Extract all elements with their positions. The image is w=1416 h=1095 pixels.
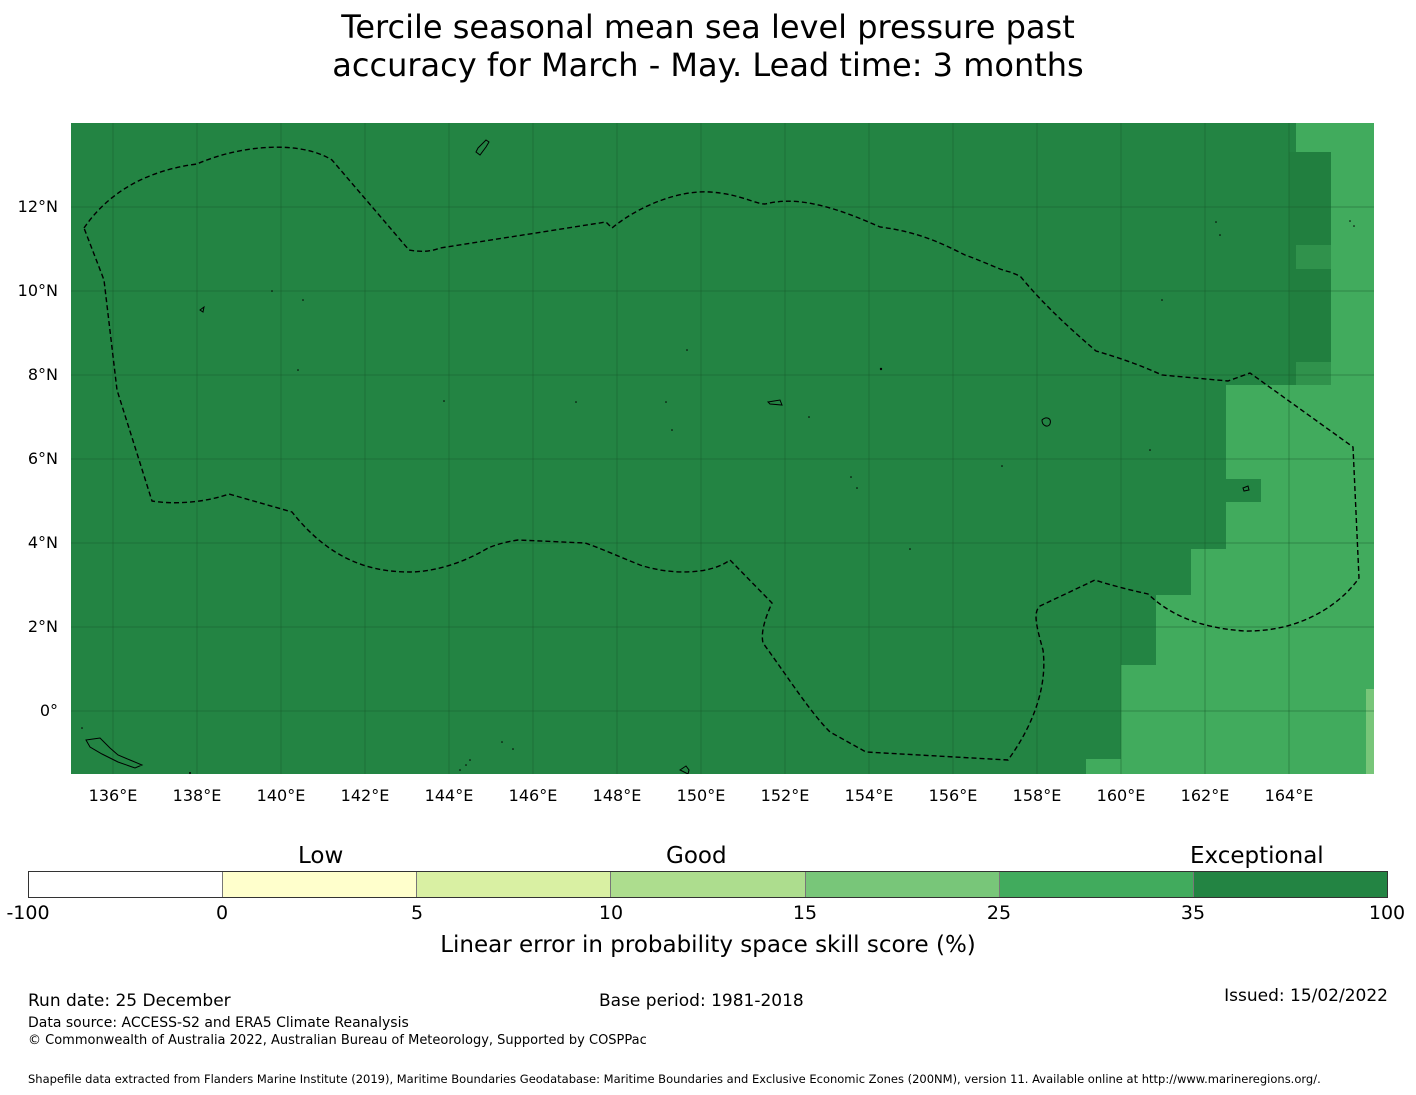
lat-labels: 12°N 10°N 8°N 6°N 4°N 2°N 0° <box>18 197 58 720</box>
islet <box>1161 299 1163 301</box>
islet <box>465 764 467 766</box>
colorbar-tick: 15 <box>792 902 818 924</box>
colorbar-tick: 100 <box>1368 902 1406 924</box>
lon-label: 152°E <box>761 786 810 805</box>
guam-island <box>475 139 490 156</box>
base-period: Base period: 1981-2018 <box>599 991 804 1011</box>
islet <box>271 290 273 292</box>
colorbar-tick: 10 <box>598 902 624 924</box>
colorbar <box>28 871 1388 898</box>
lon-label: 156°E <box>929 786 978 805</box>
lat-label: 12°N <box>18 197 58 216</box>
data-source: Data source: ACCESS-S2 and ERA5 Climate … <box>28 1015 409 1031</box>
islet <box>879 367 883 371</box>
lon-label: 150°E <box>677 786 726 805</box>
islet <box>81 727 83 729</box>
shapefile-credit: Shapefile data extracted from Flanders M… <box>28 1072 1321 1086</box>
lat-label: 6°N <box>28 449 58 468</box>
islet <box>297 369 299 371</box>
small-islets <box>81 220 1355 774</box>
legend-category-good: Good <box>666 843 727 869</box>
lon-label: 158°E <box>1013 786 1062 805</box>
colorbar-tick: 25 <box>986 902 1012 924</box>
good-skill-region <box>1366 689 1374 774</box>
eez-boundary <box>83 146 1360 761</box>
exceptional-skill-block <box>1289 152 1331 385</box>
chuuk-island <box>1041 417 1051 427</box>
lat-label: 4°N <box>28 533 58 552</box>
islet <box>909 548 911 550</box>
lat-label: 10°N <box>18 281 58 300</box>
islet <box>189 772 191 774</box>
lon-label: 148°E <box>593 786 642 805</box>
islet <box>850 476 852 478</box>
map-title-line-1: Tercile seasonal mean sea level pressure… <box>341 8 1075 46</box>
lon-label: 146°E <box>509 786 558 805</box>
colorbar-tick: 35 <box>1180 902 1206 924</box>
legend-category-exceptional: Exceptional <box>1190 843 1324 869</box>
colorbar-swatch <box>417 872 612 897</box>
islet <box>302 299 304 301</box>
lon-label: 164°E <box>1265 786 1314 805</box>
lon-label: 160°E <box>1097 786 1146 805</box>
lat-label: 2°N <box>28 617 58 636</box>
islet <box>671 429 673 431</box>
islet <box>575 401 577 403</box>
islet <box>686 349 688 351</box>
colorbar-tick: -100 <box>6 902 50 924</box>
islet <box>459 769 461 771</box>
islet <box>469 759 471 761</box>
very-good-skill-region <box>1086 123 1374 774</box>
islet <box>512 748 514 750</box>
islet <box>665 401 667 403</box>
islet <box>1215 221 1217 223</box>
pohnpei-island <box>1242 485 1250 492</box>
small-island <box>679 765 690 774</box>
islet <box>443 400 445 402</box>
lon-label: 162°E <box>1181 786 1230 805</box>
colorbar-swatch <box>1193 872 1387 897</box>
colorbar-swatch <box>29 872 224 897</box>
run-date: Run date: 25 December <box>28 991 231 1011</box>
islet <box>1001 465 1003 467</box>
islet <box>501 741 503 743</box>
colorbar-swatch <box>999 872 1194 897</box>
islet <box>1149 449 1151 451</box>
lat-label: 8°N <box>28 365 58 384</box>
lon-label: 144°E <box>425 786 474 805</box>
islet <box>1349 220 1351 222</box>
colorbar-label: Linear error in probability space skill … <box>440 932 976 958</box>
colorbar-swatch <box>611 872 806 897</box>
lon-gridlines <box>112 123 1290 774</box>
islet <box>1353 225 1355 227</box>
islet <box>856 487 858 489</box>
colorbar-swatch <box>223 872 418 897</box>
copyright: © Commonwealth of Australia 2022, Austra… <box>28 1033 647 1048</box>
skill-score-map: 12°N 10°N 8°N 6°N 4°N 2°N 0° 136°E 138°E… <box>18 123 1374 805</box>
lat-gridlines <box>71 206 1374 712</box>
colorbar-tick: 5 <box>410 902 424 924</box>
colorbar-tick: 0 <box>215 902 229 924</box>
lon-label: 138°E <box>173 786 222 805</box>
lon-label: 142°E <box>341 786 390 805</box>
issued-date: Issued: 15/02/2022 <box>1224 986 1388 1006</box>
lon-label: 136°E <box>89 786 138 805</box>
lon-labels: 136°E 138°E 140°E 142°E 144°E 146°E 148°… <box>89 786 1314 805</box>
small-island <box>766 399 783 406</box>
islet <box>808 416 810 418</box>
legend-category-low: Low <box>298 843 344 869</box>
islet <box>1219 234 1221 236</box>
png-coast <box>85 737 144 769</box>
lat-label: 0° <box>40 701 58 720</box>
colorbar-swatch <box>805 872 1000 897</box>
map-title-line-2: accuracy for March - May. Lead time: 3 m… <box>332 46 1084 84</box>
island-outlines <box>85 139 1250 774</box>
lon-label: 140°E <box>257 786 306 805</box>
palau-island <box>199 305 205 313</box>
lon-label: 154°E <box>845 786 894 805</box>
